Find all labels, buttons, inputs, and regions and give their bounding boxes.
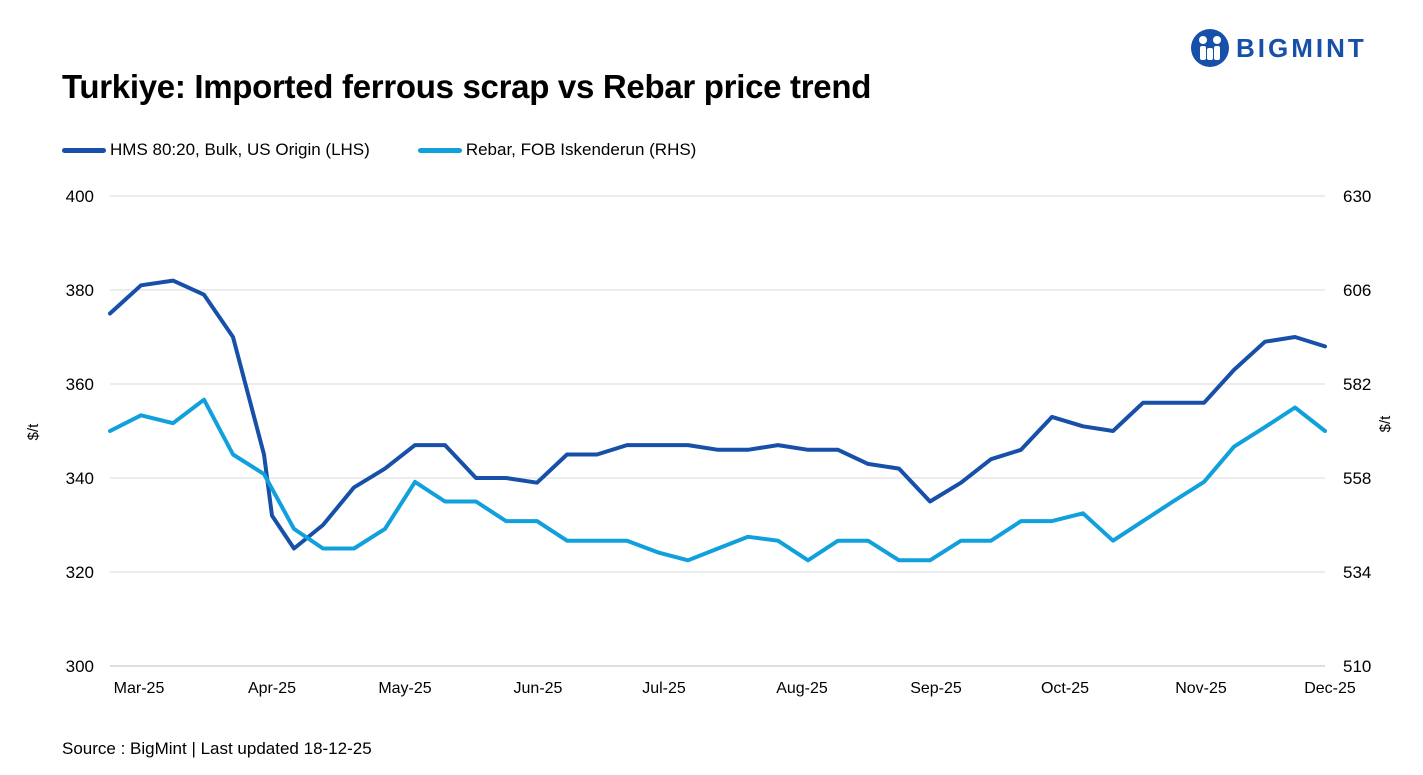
y-tick-right: 630 [1343, 187, 1371, 206]
chart-legend: HMS 80:20, Bulk, US Origin (LHS) Rebar, … [62, 140, 744, 160]
y-axis-left: 300 320 340 360 380 400 [66, 187, 94, 676]
x-tick-label: Aug-25 [776, 680, 828, 697]
x-tick-label: Nov-25 [1175, 680, 1227, 697]
y-tick-right: 582 [1343, 375, 1371, 394]
gridlines [110, 195, 1325, 667]
x-tick-label: Jul-25 [642, 680, 686, 697]
y-axis-label-left: $/t [25, 423, 42, 441]
series-line-rebar [108, 397, 1327, 563]
y-tick-left: 300 [66, 657, 94, 676]
x-tick-label: Apr-25 [248, 680, 296, 697]
data-series [108, 278, 1327, 563]
legend-item-hms: HMS 80:20, Bulk, US Origin (LHS) [62, 140, 370, 160]
x-tick-label: Dec-25 [1304, 680, 1356, 697]
y-tick-left: 320 [66, 563, 94, 582]
series-line-hms [108, 278, 1327, 551]
chart-title: Turkiye: Imported ferrous scrap vs Rebar… [62, 68, 872, 105]
x-tick-label: May-25 [378, 680, 431, 697]
legend-label-rebar: Rebar, FOB Iskenderun (RHS) [465, 140, 697, 159]
y-tick-right: 534 [1343, 563, 1371, 582]
source-note: Source : BigMint | Last updated 18-12-25 [62, 739, 372, 758]
y-tick-right: 510 [1343, 657, 1371, 676]
legend-label-hms: HMS 80:20, Bulk, US Origin (LHS) [110, 140, 370, 159]
x-axis: Mar-25 Apr-25 May-25 Jun-25 Jul-25 Aug-25 Sep-… [114, 680, 1356, 697]
logo-text: BIGMINT [1236, 32, 1367, 63]
y-tick-right: 606 [1343, 281, 1371, 300]
y-axis-right: 510 534 558 582 606 630 [1343, 187, 1371, 676]
x-tick-label: Jun-25 [514, 680, 563, 697]
x-tick-label: Oct-25 [1041, 680, 1089, 697]
x-tick-label: Sep-25 [910, 680, 962, 697]
bigmint-logo: BIGMINT [1190, 28, 1367, 68]
legend-swatch-hms [62, 147, 106, 153]
legend-swatch-rebar [417, 147, 462, 153]
y-tick-left: 360 [66, 375, 94, 394]
legend-item-rebar: Rebar, FOB Iskenderun (RHS) [417, 140, 697, 160]
y-tick-left: 340 [66, 469, 94, 488]
logo-people-icon [1191, 29, 1229, 67]
y-axis-label-right: $/t [1377, 415, 1394, 433]
y-tick-left: 400 [66, 187, 94, 206]
x-tick-label: Mar-25 [114, 680, 165, 697]
y-tick-right: 558 [1343, 469, 1371, 488]
y-tick-left: 380 [66, 281, 94, 300]
